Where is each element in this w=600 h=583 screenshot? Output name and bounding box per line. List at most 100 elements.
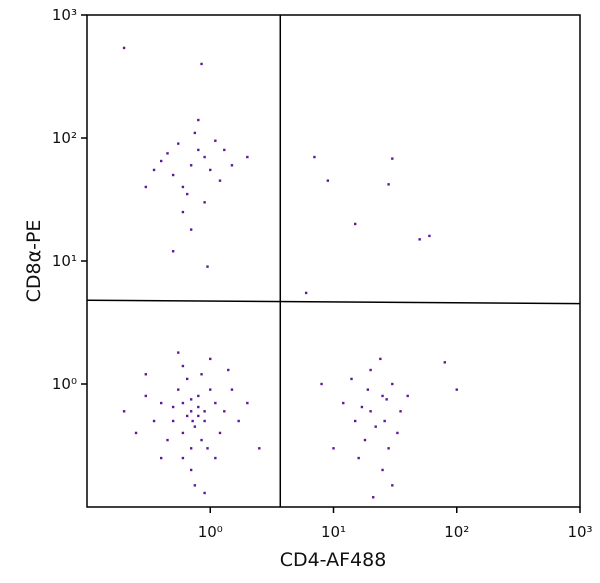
dot	[177, 351, 180, 354]
dot	[189, 228, 193, 231]
dot	[166, 438, 169, 442]
dot	[200, 438, 203, 442]
dot	[391, 157, 394, 160]
dot	[171, 173, 175, 177]
dot	[144, 394, 148, 398]
dot	[209, 168, 212, 172]
dot	[357, 456, 360, 460]
dot	[246, 155, 249, 159]
dot	[122, 410, 126, 413]
dot	[160, 159, 163, 163]
x-tick-label: 10³	[567, 523, 592, 541]
dot	[396, 431, 399, 435]
dot	[181, 210, 185, 214]
dot	[342, 401, 345, 405]
dot	[354, 419, 357, 423]
dot	[203, 155, 206, 159]
dot	[181, 431, 185, 435]
dot	[383, 419, 386, 423]
dot	[197, 118, 200, 122]
dot	[206, 265, 209, 268]
dot	[191, 419, 194, 423]
dot	[189, 468, 193, 472]
dot	[160, 456, 163, 460]
dot	[200, 62, 203, 66]
dot	[354, 222, 357, 226]
dot	[218, 431, 222, 435]
dot	[185, 377, 189, 381]
dot	[214, 456, 217, 460]
dot	[313, 155, 316, 159]
dot	[203, 491, 206, 495]
dot	[193, 484, 197, 487]
dot	[189, 410, 193, 413]
dot	[185, 414, 189, 418]
dot	[197, 148, 200, 152]
dot	[144, 373, 148, 376]
dot	[369, 368, 372, 372]
gate-horizontal	[86, 299, 581, 305]
dot	[134, 431, 138, 435]
dot	[227, 368, 230, 372]
dot	[181, 456, 185, 460]
dot	[237, 419, 240, 423]
dot	[223, 410, 226, 413]
dot	[197, 394, 200, 398]
dot	[363, 438, 367, 442]
dot	[214, 139, 217, 142]
dot	[152, 168, 156, 172]
x-tick-label: 10¹	[321, 523, 346, 541]
dot	[209, 388, 212, 391]
dot	[160, 401, 163, 405]
dot	[381, 468, 384, 472]
dot	[258, 447, 261, 450]
dot	[171, 250, 175, 253]
x-tick-label: 10²	[444, 523, 469, 541]
dot	[360, 405, 364, 409]
dot	[387, 183, 390, 186]
dot	[387, 447, 390, 450]
dot	[246, 401, 249, 405]
dot	[369, 410, 372, 413]
y-tick-label: 10¹	[52, 252, 77, 270]
dot	[209, 357, 212, 361]
dot	[171, 405, 175, 409]
y-axis-title: CD8α-PE	[23, 220, 45, 303]
dot	[385, 398, 388, 401]
dot	[166, 152, 169, 155]
dot	[406, 394, 409, 398]
dot	[193, 425, 197, 428]
dot	[379, 357, 382, 361]
x-tick-label: 10⁰	[198, 523, 223, 541]
dot	[326, 179, 330, 182]
dot	[189, 164, 193, 167]
dot	[197, 414, 200, 418]
y-tick-label: 10²	[52, 129, 77, 147]
dot	[455, 388, 458, 391]
dot	[193, 131, 197, 135]
dot	[418, 238, 421, 241]
dot	[381, 394, 384, 398]
dot	[206, 447, 209, 450]
dot	[181, 364, 185, 368]
dot	[203, 201, 206, 204]
dot	[304, 291, 308, 295]
dot	[391, 382, 394, 386]
dot	[200, 373, 203, 376]
dot	[152, 419, 156, 423]
dot	[332, 447, 335, 450]
x-axis-title: CD4-AF488	[280, 549, 387, 571]
dot	[366, 388, 370, 391]
dot	[218, 179, 222, 182]
dot	[230, 164, 234, 167]
dot	[372, 496, 375, 499]
dot	[320, 382, 323, 386]
dot	[428, 234, 431, 238]
dot	[122, 46, 126, 50]
dot	[391, 484, 394, 487]
dot	[203, 419, 206, 423]
dot	[374, 425, 377, 428]
dot	[189, 447, 193, 450]
